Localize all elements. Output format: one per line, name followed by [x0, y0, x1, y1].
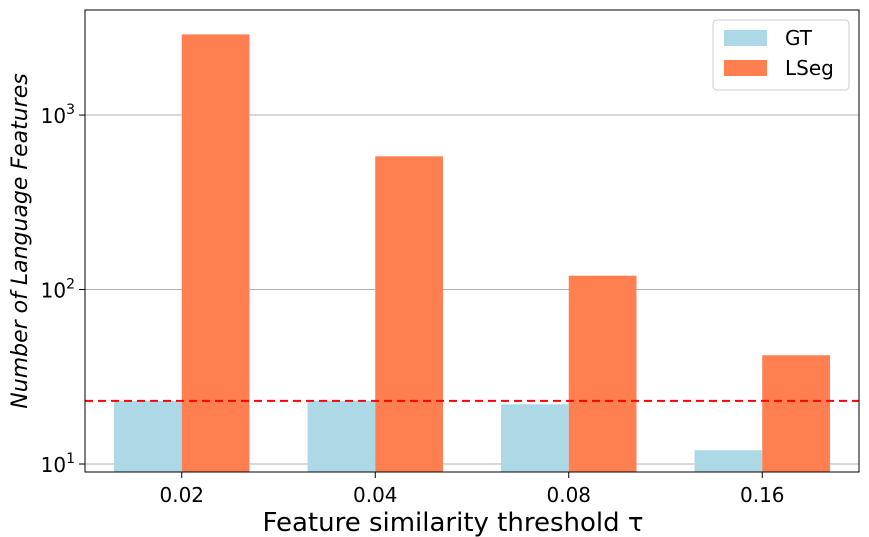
x-tick-label: 0.08	[546, 483, 591, 507]
y-axis-label: Number of Language Features	[8, 73, 33, 408]
legend-swatch-gt	[724, 30, 767, 46]
legend: GT LSeg	[712, 19, 850, 91]
legend-label-lseg: LSeg	[785, 56, 834, 80]
bar-lseg-2	[568, 275, 637, 472]
y-tick-base: 10	[41, 104, 66, 128]
plot-frame	[84, 9, 860, 473]
y-tick-base: 10	[41, 279, 66, 303]
x-axis-label: Feature similarity threshold τ	[262, 508, 643, 537]
bar-gt-0	[114, 400, 182, 472]
x-tick-label: 0.02	[159, 483, 204, 507]
bars	[114, 34, 830, 473]
bar-gt-1	[307, 400, 376, 472]
y-tick-base: 10	[41, 453, 66, 477]
x-axis: 0.02 0.04 0.08 0.16	[159, 472, 785, 507]
y-tick-exponent: 1	[66, 451, 75, 467]
y-tick-exponent: 2	[66, 277, 75, 293]
bar-lseg-1	[375, 156, 443, 472]
y-tick-exponent: 3	[66, 102, 75, 118]
x-tick-label: 0.04	[353, 483, 398, 507]
bar-gt-2	[501, 404, 569, 472]
y-tick-label: 101	[41, 451, 75, 477]
legend-swatch-lseg	[724, 60, 767, 76]
x-tick-label: 0.16	[740, 483, 785, 507]
bar-gt-3	[694, 450, 763, 472]
y-tick-label: 102	[41, 277, 75, 303]
bar-lseg-0	[181, 34, 250, 473]
y-tick-label: 103	[41, 102, 75, 128]
legend-label-gt: GT	[785, 26, 813, 50]
bar-lseg-3	[762, 355, 830, 472]
